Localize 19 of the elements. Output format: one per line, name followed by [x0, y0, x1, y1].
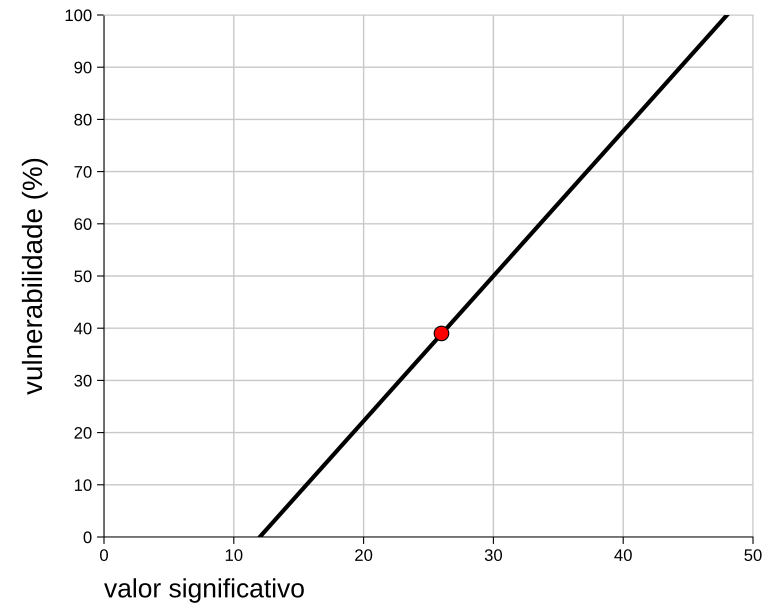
x-axis-title: valor significativo — [104, 578, 304, 603]
x-tick-label: 40 — [614, 549, 632, 562]
y-tick-label: 50 — [74, 270, 92, 282]
x-tick-label: 50 — [744, 549, 762, 562]
x-tick-label: 30 — [484, 549, 502, 562]
y-tick-label: 90 — [74, 62, 92, 74]
x-tick-label: 10 — [226, 549, 242, 562]
y-tick-label: 60 — [74, 218, 92, 230]
y-tick-label: 30 — [74, 374, 92, 387]
y-tick-label: 0 — [84, 531, 92, 544]
y-tick-label: 70 — [74, 166, 92, 178]
y-tick-label: 10 — [74, 479, 92, 492]
y-axis-title: vulnerabilidade (%) — [22, 158, 48, 395]
x-tick-label: 0 — [100, 549, 108, 562]
y-tick-label: 20 — [74, 427, 92, 439]
x-tick-label: 20 — [355, 549, 372, 562]
y-tick-label: 80 — [74, 114, 92, 126]
y-tick-label: 40 — [74, 322, 92, 334]
y-tick-label: 100 — [66, 9, 92, 22]
